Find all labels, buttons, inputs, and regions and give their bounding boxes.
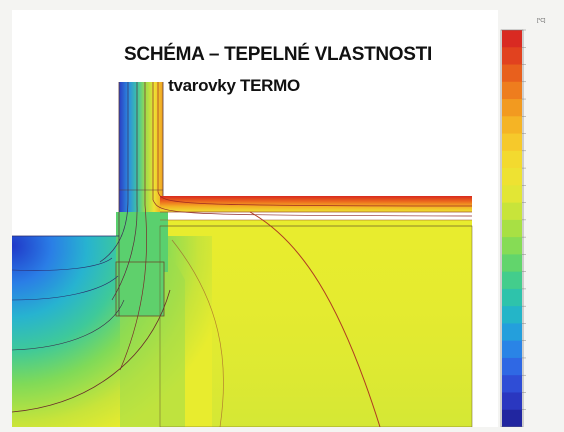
- scale-swatch: [502, 392, 522, 411]
- scale-swatch: [502, 357, 522, 376]
- scale-swatch: [502, 185, 522, 204]
- scale-swatch: [502, 99, 522, 117]
- scale-swatch: [502, 271, 522, 290]
- wall-column: [119, 82, 163, 212]
- temperature-color-scale: [502, 29, 526, 428]
- scale-swatch: [502, 133, 522, 152]
- scale-swatch: [502, 237, 522, 255]
- scale-swatch: [502, 219, 522, 238]
- scale-swatch: [502, 150, 522, 169]
- scale-swatch: [502, 323, 522, 342]
- scale-swatch: [502, 30, 522, 48]
- scale-swatch: [502, 254, 522, 273]
- scale-swatch: [502, 375, 522, 393]
- scale-swatch: [502, 340, 522, 359]
- scale-swatch: [502, 202, 522, 221]
- scale-unit-label: [°C]: [537, 18, 546, 24]
- scale-swatch: [502, 64, 522, 83]
- scale-swatch: [502, 81, 522, 100]
- scale-swatch: [502, 116, 522, 135]
- scale-swatch: [502, 306, 522, 324]
- floor-slab: [160, 196, 472, 212]
- scale-swatch: [502, 288, 522, 307]
- figure-title: SCHÉMA – TEPELNÉ VLASTNOSTI: [124, 44, 432, 65]
- figure-subtitle: tvarovky TERMO: [168, 76, 300, 95]
- scale-swatch: [502, 168, 522, 186]
- scale-swatch: [502, 47, 522, 66]
- scale-swatch: [502, 409, 522, 428]
